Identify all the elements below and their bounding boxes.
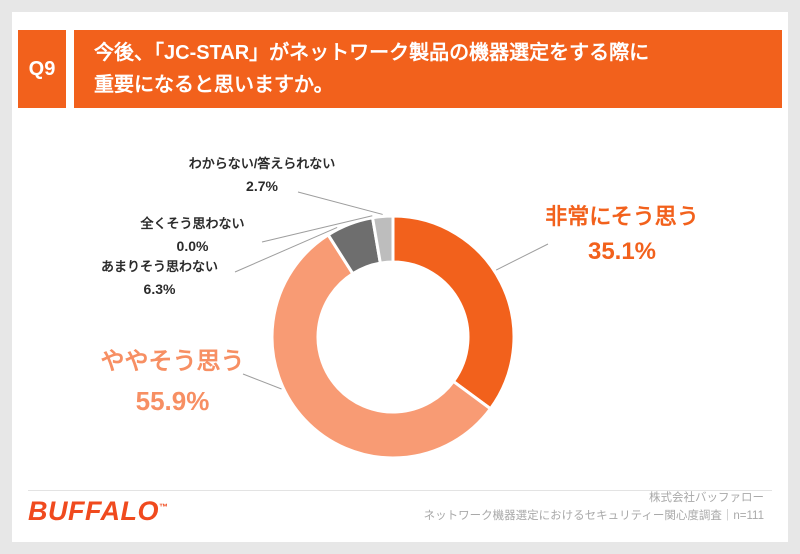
callout-leader-line [495, 243, 549, 271]
callout-not-really-value: 6.3% [143, 280, 176, 297]
label-strongly-agree-text: 非常にそう思う [545, 204, 699, 229]
question-title-banner: 今後、「JC-STAR」がネットワーク製品の機器選定をする際に 重要になると思い… [74, 30, 782, 108]
callout-not-really: あまりそう思わない 6.3% [47, 259, 272, 297]
credit-company: 株式会社バッファロー [649, 492, 764, 504]
label-strongly-agree: 非常にそう思う 35.1% [507, 204, 737, 266]
label-somewhat-agree: ややそう思う 55.9% [60, 348, 285, 417]
question-title-line2: 重要になると思いますか。 [94, 74, 334, 96]
donut-segment-strongly-agree [391, 214, 516, 411]
trademark-symbol: ™ [159, 502, 168, 512]
callout-leader-line [261, 215, 373, 243]
callout-dont-know-label: わからない/答えられない [188, 156, 336, 171]
question-number-badge: Q9 [18, 30, 66, 108]
callout-dont-know-value: 2.7% [246, 177, 278, 194]
donut-segment-dont-know [371, 214, 395, 265]
slide: Q9 今後、「JC-STAR」がネットワーク製品の機器選定をする際に 重要になる… [12, 12, 788, 542]
callout-not-at-all-value: 0.0% [176, 237, 209, 254]
donut-chart [234, 191, 549, 460]
footer-divider [28, 490, 772, 491]
callout-leader-line [234, 226, 338, 273]
buffalo-logo: BUFFALO™ [28, 496, 168, 527]
callout-not-really-label: あまりそう思わない [100, 259, 218, 274]
buffalo-logo-text: BUFFALO [28, 496, 159, 526]
callout-not-at-all-label: 全くそう思わない [140, 216, 245, 231]
label-somewhat-agree-value: 55.9% [135, 385, 210, 416]
callout-dont-know: わからない/答えられない 2.7% [147, 156, 377, 194]
callout-leader-line [297, 191, 383, 215]
callout-leader-line [242, 373, 282, 390]
survey-credit: 株式会社バッファロー ネットワーク機器選定におけるセキュリティー関心度調査｜n=… [424, 490, 764, 526]
donut-segment-somewhat-agree [270, 233, 492, 460]
credit-survey: ネットワーク機器選定におけるセキュリティー関心度調査｜n=111 [423, 509, 764, 522]
label-strongly-agree-value: 35.1% [587, 238, 657, 266]
label-somewhat-agree-text: ややそう思う [100, 348, 245, 375]
callout-not-at-all: 全くそう思わない 0.0% [80, 216, 305, 254]
question-title-line1: 今後、「JC-STAR」がネットワーク製品の機器選定をする際に [94, 42, 650, 64]
